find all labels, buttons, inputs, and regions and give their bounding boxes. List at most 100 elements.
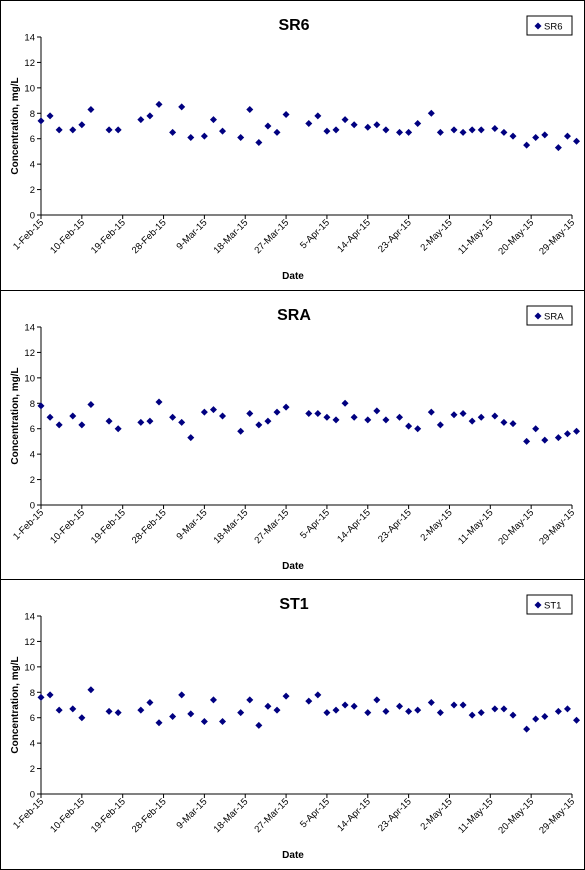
x-tick-label: 28-Feb-15: [130, 796, 169, 835]
x-tick-label: 28-Feb-15: [130, 507, 169, 546]
data-point-sr6: [114, 126, 122, 134]
data-point-st1: [573, 716, 581, 724]
x-tick-label: 1-Feb-15: [11, 796, 46, 831]
data-point-sr6: [523, 141, 531, 149]
chart-sra: SRA 0 2 4 6 8 10 12 14 1-Feb-15 10-Feb-15 19-Feb-15…: [10, 305, 581, 572]
x-tick-label: 5-Apr-15: [298, 217, 332, 251]
data-point-sra: [200, 408, 208, 416]
data-point-sr6: [78, 121, 86, 129]
x-tick-label: 11-May-15: [456, 796, 495, 835]
data-point-sr6: [155, 100, 163, 108]
data-point-sra: [237, 427, 245, 435]
data-point-st1: [554, 707, 562, 715]
x-tick-label: 10-Feb-15: [48, 507, 87, 546]
x-tick-label: 29-May-15: [537, 507, 577, 547]
data-point-sr6: [477, 126, 485, 134]
data-point-st1: [37, 693, 45, 701]
data-point-st1: [169, 712, 177, 720]
x-tick-label: 19-Feb-15: [89, 507, 128, 546]
x-axis-label: Date: [282, 271, 304, 282]
y-tick-label: 12: [24, 637, 35, 648]
data-point-sra: [37, 402, 45, 410]
x-tick-label: 11-May-15: [456, 507, 495, 546]
data-point-sra: [137, 418, 145, 426]
chart-title: ST1: [279, 596, 308, 613]
y-tick-label: 10: [24, 373, 35, 384]
data-point-sr6: [532, 133, 540, 141]
data-point-sr6: [500, 128, 508, 136]
x-tick-label: 1-Feb-15: [11, 217, 46, 252]
x-tick-label: 27-Mar-15: [252, 796, 291, 835]
legend-label: SR6: [544, 22, 562, 33]
x-tick-label: 29-May-15: [537, 796, 577, 836]
data-point-sra: [500, 418, 508, 426]
x-tick-label: 18-Mar-15: [212, 217, 251, 256]
data-point-st1: [78, 714, 86, 722]
x-tick-label: 9-Mar-15: [174, 507, 209, 542]
data-point-st1: [200, 718, 208, 726]
data-point-st1: [246, 696, 254, 704]
data-point-sr6: [137, 116, 145, 124]
x-tick-label: 27-Mar-15: [252, 507, 291, 546]
data-point-st1: [509, 711, 517, 719]
data-point-sr6: [178, 103, 186, 111]
data-point-sr6: [414, 119, 422, 127]
data-point-st1: [155, 719, 163, 727]
y-tick-label: 14: [24, 33, 35, 44]
legend-box: [526, 594, 573, 615]
data-point-sra: [255, 421, 263, 429]
data-point-st1: [46, 691, 54, 699]
data-point-sr6: [187, 133, 195, 141]
y-tick-label: 6: [30, 134, 35, 145]
data-point-sra: [523, 437, 531, 445]
chart-sr6: SR6 0 2 4 6 8 10 12 14 1-Feb-15 10-Feb-15 19-Feb-15…: [10, 15, 581, 282]
data-point-sra: [468, 417, 476, 425]
x-tick-label: 19-Feb-15: [89, 796, 128, 835]
data-point-sr6: [373, 121, 381, 129]
data-point-st1: [532, 715, 540, 723]
data-point-sr6: [273, 128, 281, 136]
data-point-sra: [209, 406, 217, 414]
data-point-st1: [105, 707, 113, 715]
data-point-sra: [246, 409, 254, 417]
data-point-sr6: [554, 144, 562, 152]
data-point-sra: [219, 412, 227, 420]
chart-title: SRA: [277, 307, 311, 324]
data-point-st1: [405, 707, 413, 715]
x-tick-label: 2-May-15: [418, 796, 454, 832]
data-point-sr6: [46, 112, 54, 120]
data-point-sra: [491, 412, 499, 420]
data-point-sra: [78, 421, 86, 429]
x-axis-label: Date: [282, 850, 304, 861]
data-point-st1: [305, 697, 313, 705]
data-point-sra: [396, 413, 404, 421]
data-point-sra: [509, 420, 517, 428]
data-point-sr6: [459, 128, 467, 136]
data-point-sra: [554, 434, 562, 442]
x-tick-label: 18-Mar-15: [212, 507, 251, 546]
data-point-sra: [169, 413, 177, 421]
x-tick-label: 20-May-15: [496, 507, 536, 547]
y-tick-label: 2: [30, 764, 35, 775]
legend-marker: [534, 601, 542, 609]
chart-panel-sra: SRA 0 2 4 6 8 10 12 14 1-Feb-15 10-Feb-15 19-Feb-15…: [0, 290, 585, 580]
data-point-st1: [282, 692, 290, 700]
data-point-sra: [273, 408, 281, 416]
data-point-sra: [282, 403, 290, 411]
y-tick-label: 8: [30, 109, 35, 120]
y-tick-label: 2: [30, 185, 35, 196]
data-point-sra: [305, 409, 313, 417]
y-tick-label: 4: [30, 450, 35, 461]
data-point-sr6: [314, 112, 322, 120]
data-point-st1: [114, 709, 122, 717]
y-tick-label: 10: [24, 83, 35, 94]
data-point-st1: [373, 696, 381, 704]
data-point-sra: [178, 418, 186, 426]
data-point-st1: [414, 706, 422, 714]
chart-panel-sr6: SR6 0 2 4 6 8 10 12 14 1-Feb-15 10-Feb-15 19-Feb-15…: [0, 0, 585, 291]
legend: SRA: [526, 305, 573, 326]
data-point-st1: [450, 701, 458, 709]
y-tick-label: 12: [24, 348, 35, 359]
x-tick-label: 2-May-15: [418, 217, 454, 253]
data-point-st1: [209, 696, 217, 704]
